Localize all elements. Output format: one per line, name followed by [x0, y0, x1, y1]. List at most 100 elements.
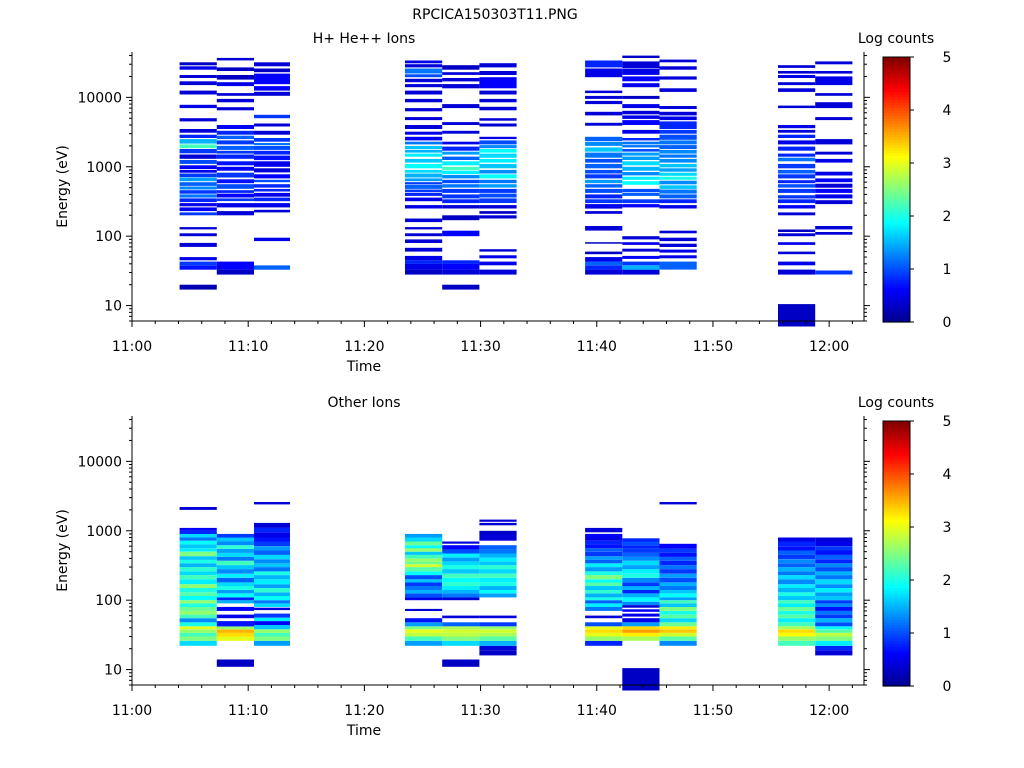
- heatmap-cell: [179, 154, 217, 159]
- heatmap-cell: [405, 117, 443, 121]
- heatmap-cell: [585, 632, 623, 637]
- heatmap-cell: [254, 617, 290, 622]
- heatmap-cell: [622, 565, 660, 570]
- colorbar-step: [883, 529, 910, 533]
- heatmap-cell: [179, 548, 217, 552]
- heatmap-cell: [254, 584, 290, 588]
- heatmap-cell: [778, 157, 816, 162]
- heatmap-cell: [585, 179, 623, 184]
- heatmap-cell: [254, 537, 290, 542]
- heatmap-cell: [216, 150, 254, 154]
- heatmap-cell: [622, 104, 660, 109]
- heatmap-cell: [216, 626, 254, 630]
- heatmap-cell: [659, 548, 697, 553]
- colorbar: 0 1 2 3 4 5 Log counts: [858, 31, 952, 331]
- heatmap-cell: [179, 227, 217, 230]
- heatmap-cell: [442, 78, 480, 82]
- heatmap-cell: [254, 161, 290, 167]
- heatmap-cell: [479, 63, 517, 68]
- heatmap-cell: [216, 552, 254, 557]
- colorbar-step: [883, 237, 910, 241]
- heatmap-cell: [815, 232, 853, 235]
- panel-2: 11:00 11:10 11:20 11:30 11:40 11:50 12:0010100…: [55, 395, 952, 739]
- heatmap-cell: [815, 640, 853, 646]
- colorbar-step: [883, 189, 910, 193]
- heatmap-cell: [622, 548, 660, 553]
- heatmap-cell: [778, 559, 816, 564]
- heatmap-cell: [659, 243, 697, 247]
- heatmap-cell: [815, 603, 853, 607]
- colorbar-step: [883, 590, 910, 594]
- heatmap-cell: [778, 584, 816, 588]
- heatmap-cell: [815, 645, 853, 651]
- colorbar-step: [883, 654, 910, 658]
- heatmap-cell: [659, 552, 697, 557]
- colorbar: 0 1 2 3 4 5 Log counts: [858, 395, 952, 695]
- heatmap-cell: [479, 163, 517, 169]
- colorbar-step: [883, 474, 910, 478]
- heatmap-cell: [585, 563, 623, 568]
- colorbar-step: [883, 231, 910, 236]
- heatmap-cell: [622, 199, 660, 204]
- colorbar-step: [883, 675, 910, 679]
- heatmap-cell: [585, 68, 623, 78]
- heatmap-cell: [585, 265, 623, 270]
- heatmap-cell: [479, 565, 517, 570]
- heatmap-cell: [778, 614, 816, 619]
- heatmap-cell: [179, 173, 217, 178]
- heatmap-cell: [622, 541, 660, 546]
- heatmap-cell: [659, 573, 697, 578]
- heatmap-cell: [659, 600, 697, 604]
- heatmap-cell: [179, 640, 217, 646]
- colorbar-tick-label: 2: [943, 209, 952, 225]
- x-tick-label: 11:10: [228, 339, 268, 355]
- colorbar-step: [883, 587, 910, 592]
- colorbar-tick-label: 5: [943, 50, 952, 66]
- heatmap-cell: [216, 145, 254, 150]
- heatmap-cell: [778, 554, 816, 560]
- colorbar-step: [883, 617, 910, 621]
- heatmap-cell: [442, 141, 480, 145]
- colorbar-step: [883, 253, 910, 257]
- heatmap-cell: [479, 118, 517, 121]
- heatmap-cell: [216, 582, 254, 587]
- heatmap-cell: [216, 569, 254, 574]
- x-tick-label: 11:20: [344, 703, 384, 719]
- heatmap-cell: [442, 151, 480, 155]
- heatmap-cell: [254, 145, 290, 150]
- heatmap-cell: [479, 622, 517, 627]
- heatmap-cell: [254, 184, 290, 188]
- colorbar-step: [883, 476, 910, 480]
- heatmap-cell: [179, 596, 217, 601]
- heatmap-cell: [254, 68, 290, 73]
- heatmap-cell: [479, 149, 517, 153]
- heatmap-cell: [622, 556, 660, 561]
- heatmap-cell: [179, 233, 217, 237]
- colorbar-step: [883, 316, 910, 320]
- colorbar-step: [883, 609, 910, 613]
- heatmap-cell: [585, 136, 623, 141]
- colorbar-step: [883, 447, 910, 451]
- heatmap-cell: [442, 569, 480, 574]
- heatmap-cell: [216, 548, 254, 553]
- panel-title: Other Ions: [327, 395, 400, 411]
- heatmap-cell: [778, 592, 816, 596]
- heatmap-cell: [405, 78, 443, 83]
- heatmap-cells: [179, 55, 853, 327]
- heatmap-cell: [815, 610, 853, 615]
- heatmap-cell: [254, 603, 290, 607]
- heatmap-cell: [442, 84, 480, 89]
- heatmap-cell: [815, 588, 853, 593]
- colorbar-step: [883, 149, 910, 153]
- heatmap-cell: [659, 145, 697, 149]
- heatmap-cell: [585, 636, 623, 641]
- heatmap-cell: [622, 192, 660, 196]
- heatmap-cell: [405, 131, 443, 135]
- heatmap-cell: [479, 211, 517, 214]
- x-axis-title: Time: [346, 359, 381, 375]
- heatmap-cell: [585, 540, 623, 545]
- heatmap-cell: [405, 169, 443, 173]
- colorbar-step: [883, 308, 910, 312]
- colorbar-step: [883, 314, 910, 318]
- heatmap-cell: [405, 597, 443, 601]
